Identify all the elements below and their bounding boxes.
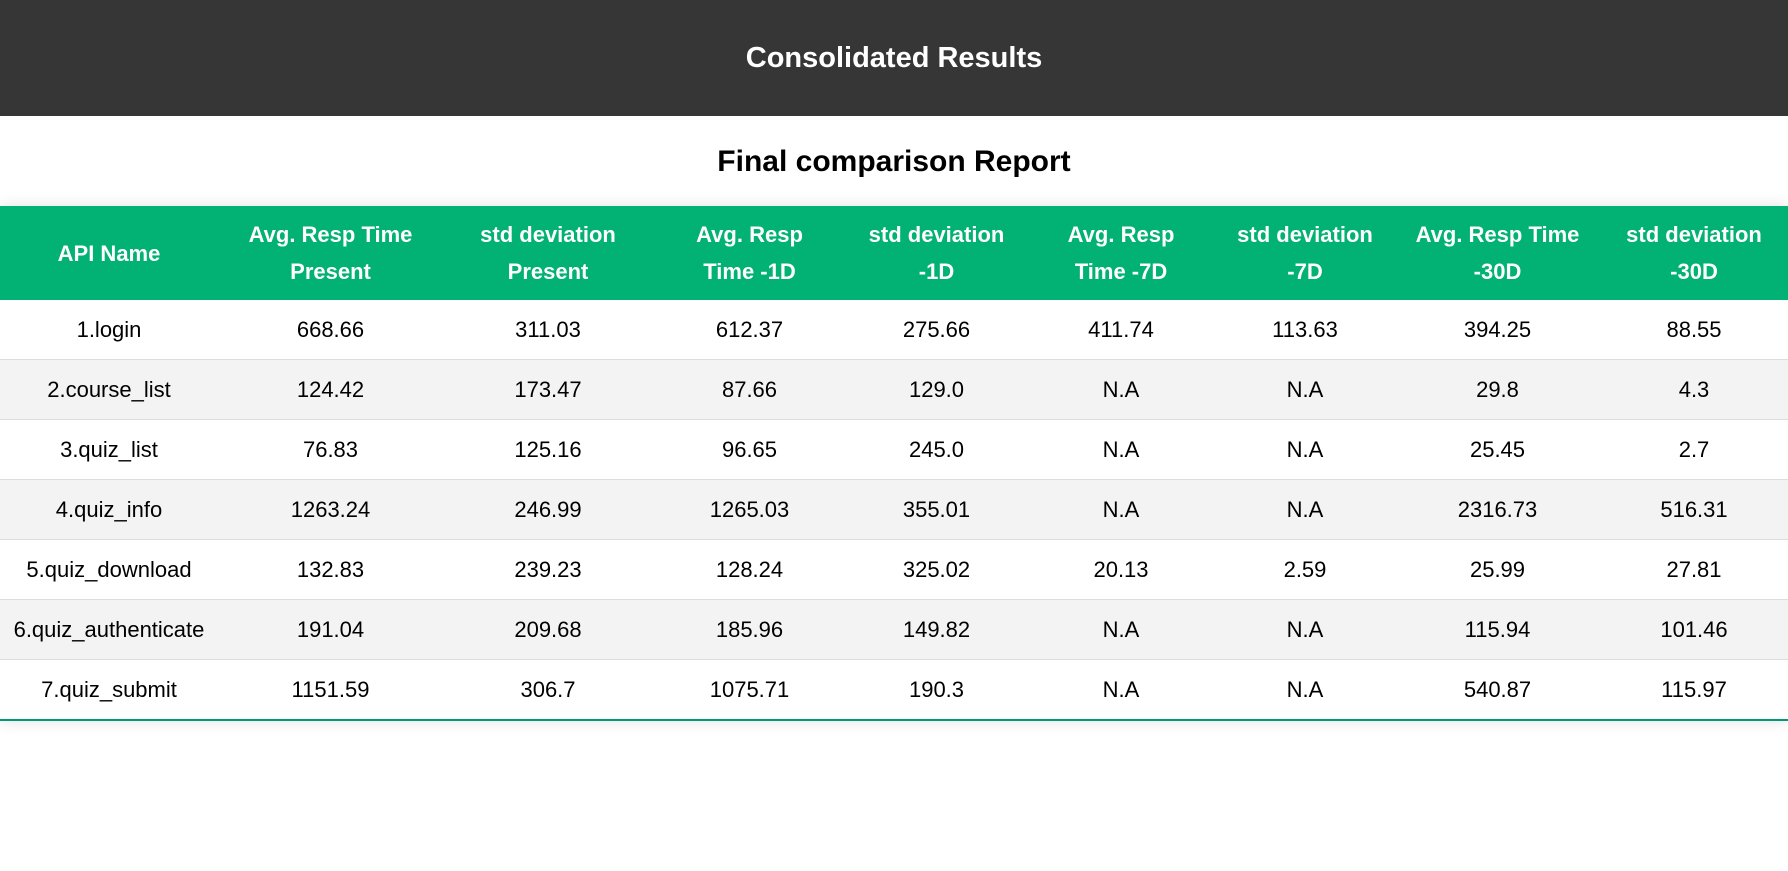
metric-cell: N.A bbox=[1102, 496, 1140, 522]
table-row: 4.quiz_info 1263.24 246.99 1265.03 355.01 N.A… bbox=[0, 479, 1788, 540]
column-header-avg-resp-30d: Avg. Resp Time -30D bbox=[1415, 222, 1580, 284]
api-name-cell: 1.login bbox=[76, 316, 142, 342]
api-name-cell: 6.quiz_authenticate bbox=[13, 616, 205, 642]
metric-cell: 355.01 bbox=[902, 496, 971, 522]
metric-cell: 190.3 bbox=[908, 676, 965, 702]
metric-cell: 612.37 bbox=[715, 316, 784, 342]
metric-cell: 1265.03 bbox=[709, 496, 790, 522]
metric-cell: 246.99 bbox=[514, 496, 582, 522]
table-body: 1.login 668.66 311.03 612.37 275.66 411.74 113… bbox=[0, 300, 1788, 720]
column-header-std-dev-present: std deviation Present bbox=[480, 222, 616, 284]
metric-cell: N.A bbox=[1102, 616, 1140, 642]
metric-cell: 411.74 bbox=[1088, 316, 1154, 342]
comparison-table: API Name Avg. Resp Time Present std devia… bbox=[0, 206, 1788, 721]
page-title: Consolidated Results bbox=[745, 41, 1043, 74]
table-row: 5.quiz_download 132.83 239.23 128.24 325.02 2… bbox=[0, 540, 1788, 600]
metric-cell: 88.55 bbox=[1666, 316, 1722, 342]
metric-cell: 96.65 bbox=[721, 436, 778, 462]
metric-cell: 87.66 bbox=[721, 376, 778, 402]
metric-cell: 245.0 bbox=[908, 436, 965, 462]
metric-cell: 20.13 bbox=[1093, 556, 1149, 582]
metric-cell: 239.23 bbox=[514, 556, 582, 582]
metric-cell: 25.99 bbox=[1469, 556, 1526, 582]
metric-cell: 115.97 bbox=[1661, 676, 1727, 702]
metric-cell: 209.68 bbox=[514, 616, 582, 642]
api-name-cell: 4.quiz_info bbox=[55, 496, 163, 522]
metric-cell: 29.8 bbox=[1476, 376, 1519, 402]
metric-cell: 129.0 bbox=[908, 376, 965, 402]
metric-cell: 2316.73 bbox=[1457, 496, 1538, 522]
column-header-avg-resp-7d: Avg. Resp Time -7D bbox=[1067, 222, 1175, 284]
metric-cell: N.A bbox=[1102, 436, 1140, 462]
header-row: API Name Avg. Resp Time Present std devia… bbox=[0, 206, 1788, 300]
metric-cell: 76.83 bbox=[302, 436, 359, 462]
metric-cell: 185.96 bbox=[715, 616, 784, 642]
metric-cell: 1151.59 bbox=[291, 676, 370, 702]
column-header-avg-resp-present: Avg. Resp Time Present bbox=[248, 222, 413, 284]
page-header: Consolidated Results bbox=[0, 0, 1788, 116]
api-name-cell: 5.quiz_download bbox=[26, 556, 192, 582]
metric-cell: N.A bbox=[1286, 496, 1324, 522]
metric-cell: 311.03 bbox=[515, 316, 581, 342]
metric-cell: 2.59 bbox=[1283, 556, 1327, 582]
metric-cell: 1263.24 bbox=[290, 496, 371, 522]
column-header-avg-resp-1d: Avg. Resp Time -1D bbox=[696, 222, 803, 284]
metric-cell: 124.42 bbox=[296, 376, 365, 402]
metric-cell: N.A bbox=[1286, 376, 1324, 402]
metric-cell: 101.46 bbox=[1660, 616, 1728, 642]
metric-cell: 132.83 bbox=[296, 556, 365, 582]
metric-cell: 325.02 bbox=[902, 556, 971, 582]
api-name-cell: 2.course_list bbox=[47, 376, 171, 402]
metric-cell: N.A bbox=[1286, 676, 1324, 702]
metric-cell: 25.45 bbox=[1469, 436, 1526, 462]
api-name-cell: 7.quiz_submit bbox=[41, 676, 177, 702]
metric-cell: 191.04 bbox=[296, 616, 365, 642]
metric-cell: 2.7 bbox=[1678, 436, 1710, 462]
metric-cell: 1075.71 bbox=[709, 676, 790, 702]
table-header: API Name Avg. Resp Time Present std devia… bbox=[0, 206, 1788, 300]
metric-cell: 149.82 bbox=[902, 616, 971, 642]
column-header-std-dev-1d: std deviation -1D bbox=[868, 222, 1005, 284]
metric-cell: N.A bbox=[1102, 376, 1140, 402]
metric-cell: 115.94 bbox=[1464, 616, 1531, 642]
table-row: 1.login 668.66 311.03 612.37 275.66 411.74 113… bbox=[0, 300, 1788, 360]
column-header-std-dev-30d: std deviation -30D bbox=[1626, 222, 1762, 284]
table-row: 2.course_list 124.42 173.47 87.66 129.0 N.A N.… bbox=[0, 359, 1788, 420]
metric-cell: 173.47 bbox=[514, 376, 582, 402]
metric-cell: 4.3 bbox=[1678, 376, 1710, 402]
table-row: 7.quiz_submit 1151.59 306.7 1075.71 190.3 N.A… bbox=[0, 660, 1788, 721]
metric-cell: 125.16 bbox=[514, 436, 582, 462]
metric-cell: 394.25 bbox=[1463, 316, 1532, 342]
report-heading: Final comparison Report bbox=[0, 116, 1788, 206]
metric-cell: 275.66 bbox=[902, 316, 971, 342]
report-title: Final comparison Report bbox=[717, 145, 1071, 178]
table-row: 6.quiz_authenticate 191.04 209.68 185.96 149… bbox=[0, 599, 1788, 660]
metric-cell: 516.31 bbox=[1660, 496, 1728, 522]
column-header-api-name: API Name bbox=[57, 240, 161, 266]
metric-cell: N.A bbox=[1286, 616, 1324, 642]
metric-cell: 540.87 bbox=[1463, 676, 1532, 702]
metric-cell: 27.81 bbox=[1666, 556, 1722, 582]
column-header-std-dev-7d: std deviation -7D bbox=[1237, 222, 1373, 284]
metric-cell: 306.7 bbox=[520, 676, 576, 702]
metric-cell: 128.24 bbox=[715, 556, 784, 582]
table-row: 3.quiz_list 76.83 125.16 96.65 245.0 N.A N.A 25… bbox=[0, 420, 1788, 480]
api-name-cell: 3.quiz_list bbox=[60, 436, 158, 462]
metric-cell: 668.66 bbox=[296, 316, 365, 342]
metric-cell: N.A bbox=[1102, 676, 1140, 702]
metric-cell: N.A bbox=[1286, 436, 1324, 462]
metric-cell: 113.63 bbox=[1272, 316, 1338, 342]
